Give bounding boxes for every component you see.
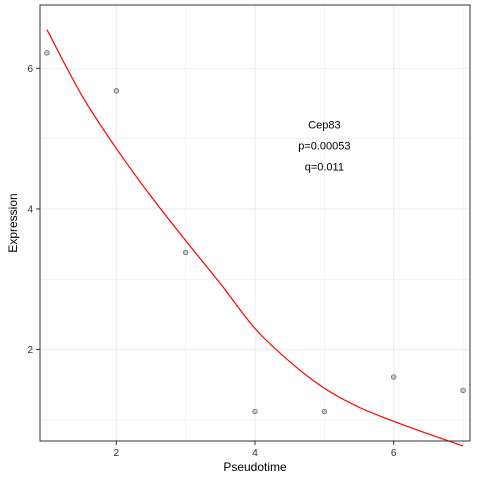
points-layer: [44, 50, 466, 415]
fit-layer: [46, 29, 464, 447]
x-tick-label: 2: [114, 448, 120, 459]
y-tick-label: 6: [27, 64, 33, 75]
fit-line: [46, 29, 464, 447]
x-tick-label: 4: [252, 448, 258, 459]
annotation-line: Cep83: [308, 120, 340, 132]
annotation-line: q=0.011: [305, 162, 344, 174]
data-point: [113, 88, 119, 94]
ticks-layer: 2 4 6 2 4 6: [27, 64, 396, 459]
y-tick-label: 4: [27, 204, 33, 215]
y-axis-title: Expression: [6, 193, 20, 252]
data-point: [44, 50, 50, 56]
data-point: [321, 408, 328, 415]
data-point: [182, 249, 189, 256]
data-point: [391, 374, 397, 380]
data-point: [460, 387, 466, 394]
x-tick-label: 6: [391, 448, 397, 459]
y-tick-label: 2: [27, 345, 33, 356]
x-axis-title: Pseudotime: [223, 460, 287, 474]
annotation-layer: Cep83 p=0.00053 q=0.011: [298, 120, 350, 174]
data-point: [252, 408, 258, 415]
annotation-line: p=0.00053: [298, 141, 350, 153]
grid-layer: [40, 5, 470, 441]
